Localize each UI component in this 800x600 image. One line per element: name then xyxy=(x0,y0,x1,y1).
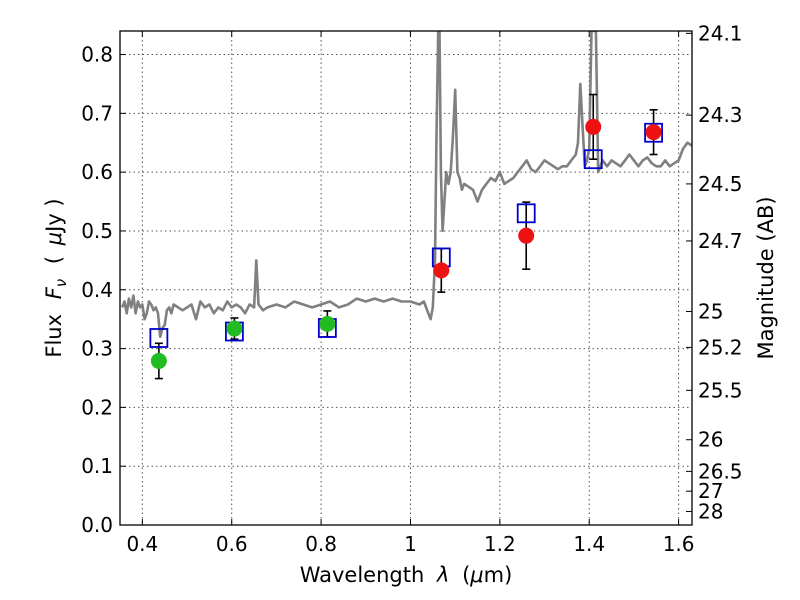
magnitude-tick-label: 24.7 xyxy=(698,229,743,253)
model-square-layer xyxy=(149,122,663,348)
y-tick-label: 0.5 xyxy=(81,219,113,243)
model-square-marker xyxy=(516,203,536,224)
x-tick-label: 1.2 xyxy=(484,532,516,556)
magnitude-tick-label: 24.3 xyxy=(698,103,743,127)
grid-lines xyxy=(120,31,692,526)
y-tick-label: 0.4 xyxy=(81,278,113,302)
magnitude-tick-label: 27 xyxy=(698,479,723,503)
y-tick-labels: 0.0 0.1 0.2 0.3 0.4 0.5 0.6 0.7 0.8 xyxy=(81,43,113,537)
y-tick-label: 0.2 xyxy=(81,395,113,419)
y-tick-label: 0.3 xyxy=(81,337,113,361)
plot-area xyxy=(120,31,692,380)
y-tick-label: 0.1 xyxy=(81,454,113,478)
magnitude-tick-label: 26.5 xyxy=(698,459,743,483)
data-point-marker xyxy=(518,227,535,244)
model-square-marker xyxy=(644,122,663,143)
y-axis-label: Flux Fν ( μJy ) xyxy=(42,198,71,357)
x-tick-label: 0.8 xyxy=(305,532,337,556)
data-point-layer xyxy=(150,118,662,369)
x-tick-label: 0.6 xyxy=(216,532,248,556)
magnitude-tick-label: 25.2 xyxy=(698,335,743,359)
data-point-marker xyxy=(585,118,602,135)
magnitude-axis-label: Magnitude (AB) xyxy=(754,196,778,359)
spectrum-layer xyxy=(120,31,692,339)
data-point-marker xyxy=(150,352,167,369)
model-square-marker xyxy=(149,328,169,348)
data-point-marker xyxy=(226,320,243,337)
y-tick-label: 0.7 xyxy=(81,101,113,125)
x-tick-label: 1.4 xyxy=(573,532,605,556)
x-tick-labels: 0.4 0.6 0.8 1 1.2 1.4 1.6 xyxy=(126,532,694,556)
magnitude-tick-label: 26 xyxy=(698,428,723,452)
x-tick-label: 1 xyxy=(404,532,417,556)
y-tick-label: 0.6 xyxy=(81,160,113,184)
plot-frame xyxy=(119,30,693,526)
tick-marks xyxy=(120,31,692,526)
magnitude-tick-label: 25.5 xyxy=(698,378,743,402)
y-tick-label: 0.8 xyxy=(81,43,113,67)
magnitude-tick-label: 28 xyxy=(698,500,723,524)
y-tick-label: 0.0 xyxy=(81,513,113,537)
x-axis-label: Wavelength λ (μm) xyxy=(300,563,513,587)
data-point-marker xyxy=(433,262,450,279)
model-square-marker xyxy=(583,149,603,170)
spectrum-line xyxy=(120,31,692,339)
x-tick-label: 0.4 xyxy=(126,532,158,556)
data-point-marker xyxy=(645,124,662,141)
x-tick-label: 1.6 xyxy=(663,532,695,556)
magnitude-tick-label: 25 xyxy=(698,300,723,324)
magnitude-tick-label: 24.5 xyxy=(698,172,743,196)
data-point-marker xyxy=(319,315,336,332)
magnitude-tick-label: 24.1 xyxy=(698,21,743,45)
